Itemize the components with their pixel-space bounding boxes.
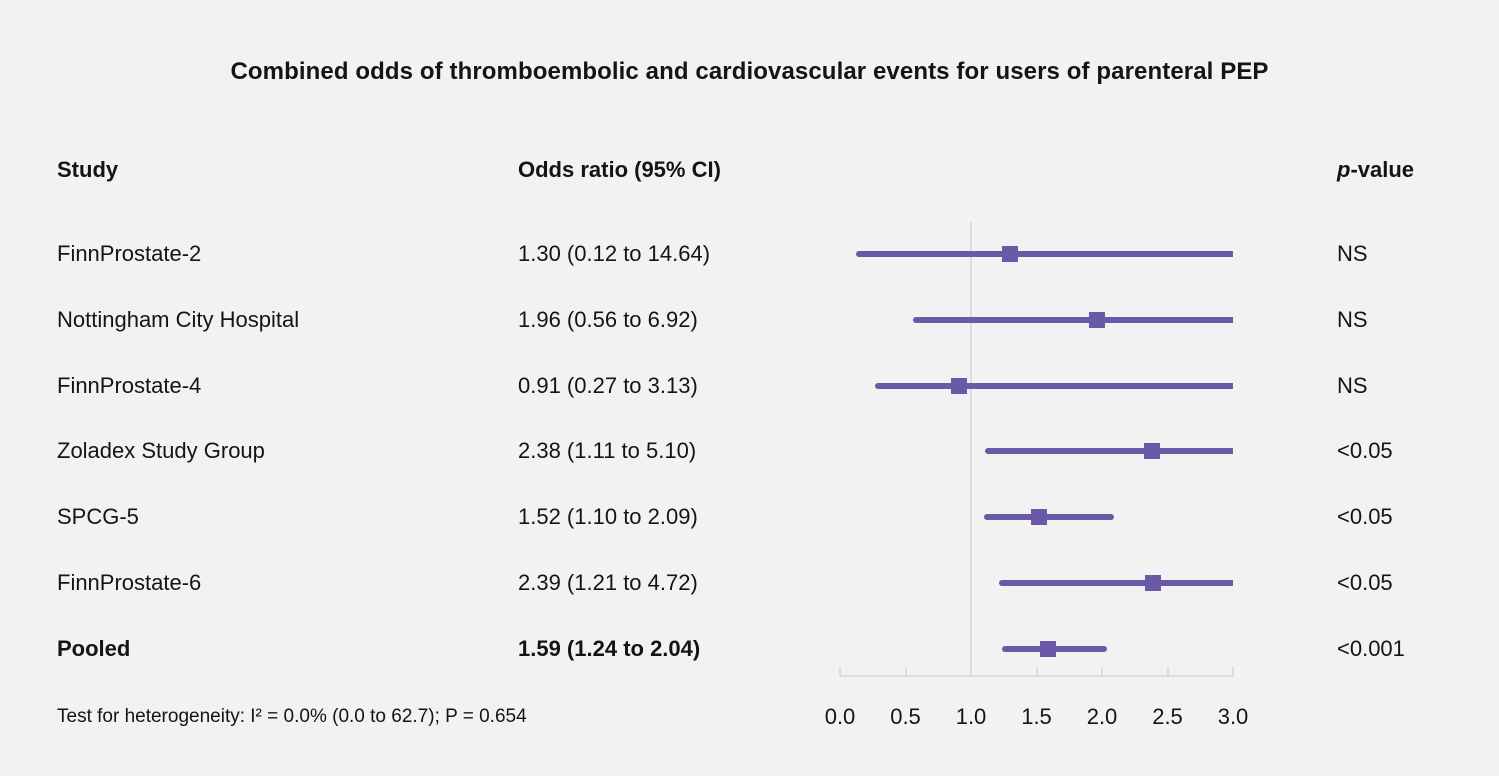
- axis-tick-label: 3.0: [1217, 704, 1249, 729]
- x-axis-line: [840, 675, 1234, 677]
- pvalue-italic-p: p: [1337, 157, 1351, 182]
- point-estimate-marker: [951, 377, 968, 394]
- p-value: NS: [1337, 306, 1368, 332]
- confidence-interval-bar: [913, 316, 1233, 323]
- chart-title: Combined odds of thromboembolic and card…: [230, 58, 1269, 85]
- odds-ratio-ci-value: 2.39 (1.21 to 4.72): [518, 570, 698, 595]
- p-value: <0.05: [1337, 504, 1393, 530]
- axis-tick-label: 2.5: [1152, 704, 1183, 729]
- p-value: NS: [1337, 241, 1368, 266]
- odds-ratio-ci-value: 1.96 (0.56 to 6.92): [518, 306, 698, 332]
- axis-tick-mark: [970, 667, 972, 675]
- point-estimate-marker: [1145, 575, 1162, 591]
- study-name: Nottingham City Hospital: [57, 306, 300, 332]
- confidence-interval-bar: [985, 448, 1233, 455]
- confidence-interval-bar: [984, 514, 1114, 521]
- axis-tick-label: 1.5: [1021, 704, 1052, 729]
- point-estimate-marker: [1088, 311, 1105, 328]
- axis-tick-mark: [1101, 667, 1103, 675]
- confidence-interval-bar: [875, 382, 1233, 389]
- p-value: <0.001: [1337, 635, 1405, 661]
- study-name: FinnProstate-6: [57, 570, 202, 595]
- axis-tick-mark: [839, 667, 841, 675]
- confidence-interval-bar: [855, 251, 1233, 257]
- p-value: NS: [1337, 372, 1368, 398]
- point-estimate-marker: [1040, 640, 1057, 657]
- study-name: Pooled: [57, 635, 131, 661]
- axis-tick-label: 0.0: [824, 704, 856, 729]
- study-name: Zoladex Study Group: [57, 438, 265, 464]
- axis-tick-mark: [904, 667, 907, 675]
- odds-ratio-ci-value: 1.30 (0.12 to 14.64): [518, 241, 711, 266]
- confidence-interval-bar: [998, 580, 1233, 586]
- odds-ratio-ci-value: 1.59 (1.24 to 2.04): [518, 635, 701, 661]
- odds-ratio-ci-value: 0.91 (0.27 to 3.13): [518, 372, 698, 398]
- study-name: SPCG-5: [57, 504, 139, 530]
- axis-tick-mark: [1035, 667, 1038, 675]
- study-name: FinnProstate-2: [57, 241, 202, 266]
- pvalue-rest: -value: [1350, 157, 1415, 182]
- axis-tick-label: 2.0: [1086, 704, 1118, 729]
- column-header-odds-ratio: Odds ratio (95% CI): [518, 157, 721, 182]
- column-header-pvalue: p-value: [1337, 155, 1414, 185]
- p-value: <0.05: [1337, 438, 1393, 464]
- odds-ratio-ci-value: 2.38 (1.11 to 5.10): [518, 438, 697, 464]
- study-name: FinnProstate-4: [57, 372, 202, 398]
- heterogeneity-note: Test for heterogeneity: I² = 0.0% (0.0 t…: [57, 706, 527, 727]
- point-estimate-marker: [1002, 246, 1019, 262]
- p-value: <0.05: [1337, 570, 1393, 595]
- axis-tick-mark: [1166, 667, 1169, 675]
- axis-tick-label: 1.0: [955, 704, 987, 729]
- column-header-study: Study: [57, 157, 119, 182]
- axis-tick-label: 0.5: [890, 704, 921, 729]
- point-estimate-marker: [1143, 443, 1160, 460]
- odds-ratio-ci-value: 1.52 (1.10 to 2.09): [518, 504, 698, 530]
- point-estimate-marker: [1031, 509, 1048, 526]
- reference-line-at-1: [970, 222, 972, 677]
- axis-tick-mark: [1232, 667, 1234, 675]
